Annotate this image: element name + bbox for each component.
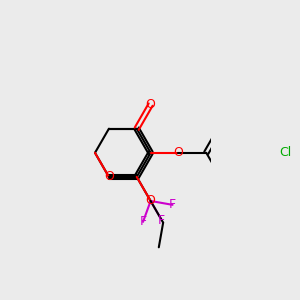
Text: Cl: Cl [279, 146, 292, 159]
Text: F: F [158, 214, 165, 227]
Text: F: F [169, 198, 176, 211]
Text: O: O [104, 170, 114, 183]
Text: O: O [173, 146, 183, 159]
Text: O: O [146, 98, 156, 111]
Text: F: F [140, 215, 147, 228]
Text: O: O [146, 194, 156, 208]
